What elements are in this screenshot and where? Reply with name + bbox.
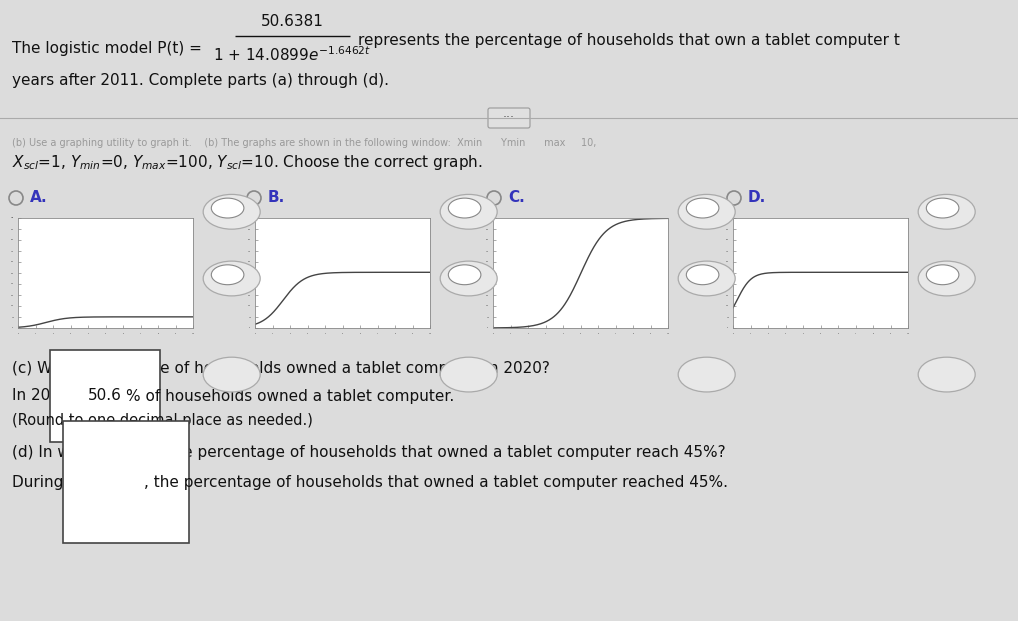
Text: −: −: [228, 273, 236, 284]
Text: 1 + 14.0899$e^{-1.6462t}$: 1 + 14.0899$e^{-1.6462t}$: [213, 46, 372, 65]
Text: +: +: [943, 207, 951, 217]
Text: (Round to one decimal place as needed.): (Round to one decimal place as needed.): [12, 412, 313, 427]
Text: ···: ···: [503, 112, 515, 124]
Text: , the percentage of households that owned a tablet computer reached 45%.: , the percentage of households that owne…: [144, 474, 728, 489]
Text: (b) Use a graphing utility to graph it.    (b) The graphs are shown in the follo: (b) Use a graphing utility to graph it. …: [12, 138, 597, 148]
Text: −: −: [943, 273, 951, 284]
Text: (d) In what year did the percentage of households that owned a tablet computer r: (d) In what year did the percentage of h…: [12, 445, 726, 461]
Text: The logistic model P(t) =: The logistic model P(t) =: [12, 40, 202, 55]
Text: ⧉: ⧉: [943, 368, 951, 381]
Text: +: +: [228, 207, 236, 217]
Text: C.: C.: [508, 191, 524, 206]
Text: ⧉: ⧉: [465, 368, 472, 381]
Text: During the year: During the year: [12, 474, 137, 489]
Text: +: +: [464, 207, 472, 217]
Text: represents the percentage of households that own a tablet computer t: represents the percentage of households …: [358, 32, 900, 47]
Text: 50.6381: 50.6381: [261, 14, 324, 30]
Text: A.: A.: [30, 191, 48, 206]
Text: (c) What percentage of households owned a tablet computer in 2020?: (c) What percentage of households owned …: [12, 361, 550, 376]
Text: B.: B.: [268, 191, 285, 206]
Text: 50.6: 50.6: [88, 389, 122, 404]
Text: −: −: [702, 273, 711, 284]
FancyBboxPatch shape: [488, 108, 530, 128]
Text: −: −: [464, 273, 472, 284]
Text: years after 2011. Complete parts (a) through (d).: years after 2011. Complete parts (a) thr…: [12, 73, 389, 88]
Text: +: +: [702, 207, 711, 217]
Text: ⧉: ⧉: [228, 368, 235, 381]
Text: ⧉: ⧉: [703, 368, 711, 381]
Text: % of households owned a tablet computer.: % of households owned a tablet computer.: [126, 389, 454, 404]
Text: In 2020,: In 2020,: [12, 389, 79, 404]
Text: D.: D.: [748, 191, 767, 206]
Text: $X_{scl}$=1, $Y_{min}$=0, $Y_{max}$=100, $Y_{scl}$=10. Choose the correct graph.: $X_{scl}$=1, $Y_{min}$=0, $Y_{max}$=100,…: [12, 153, 483, 173]
